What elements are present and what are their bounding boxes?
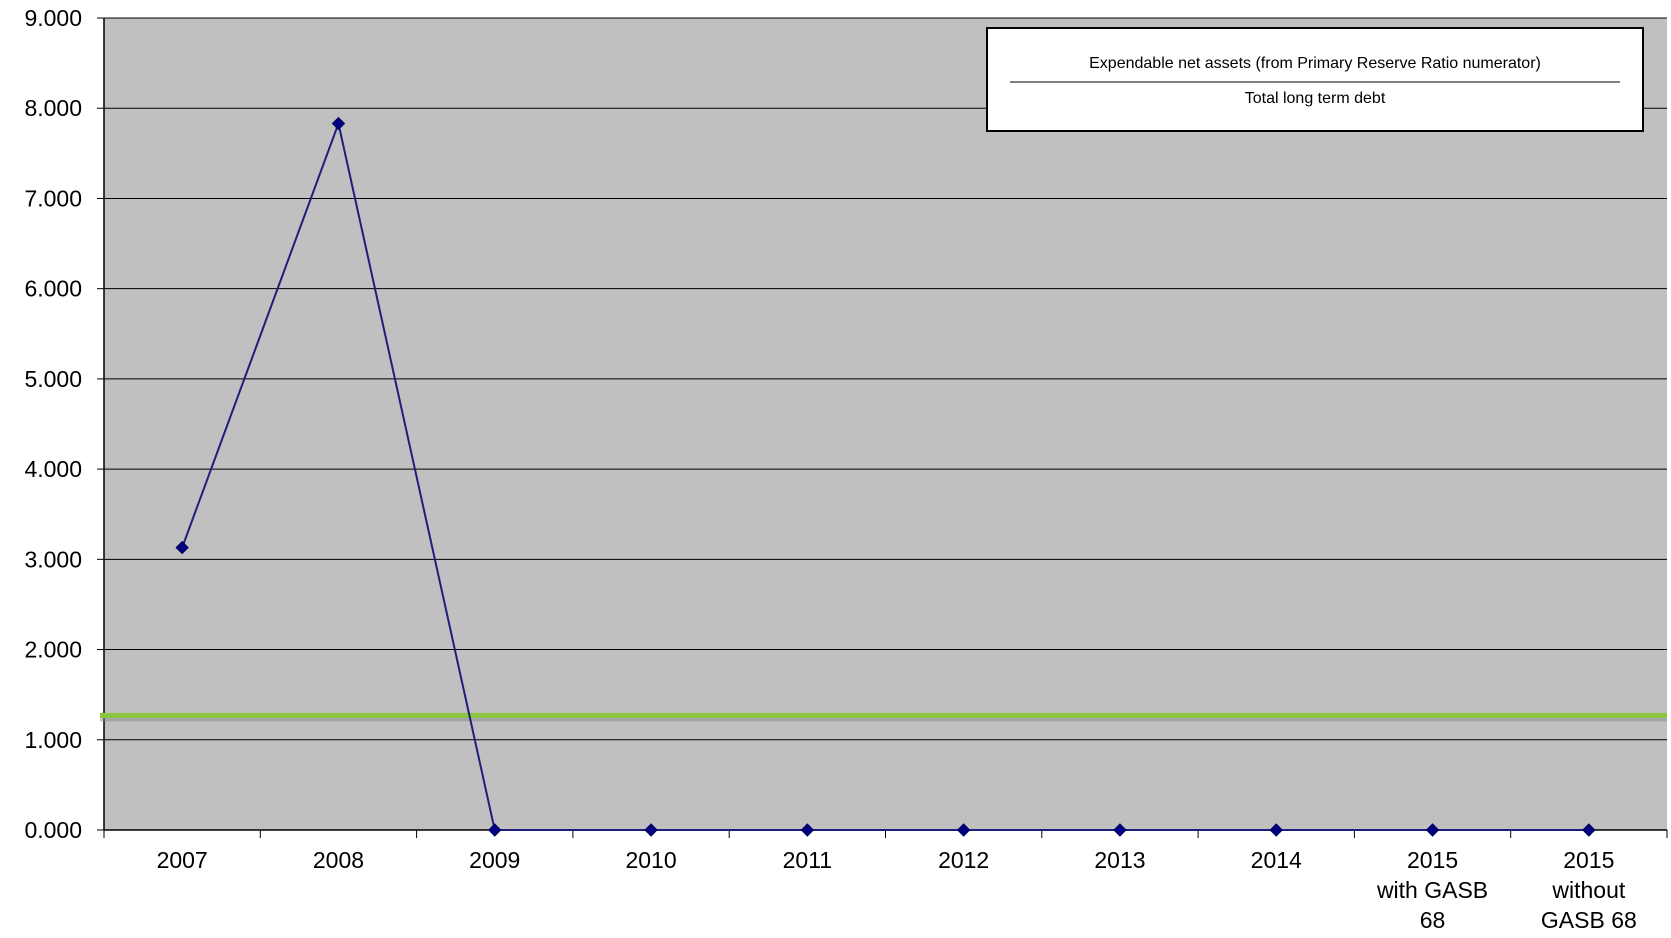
x-tick-label-line: 2014 (1251, 847, 1302, 873)
formula-numerator: Expendable net assets (from Primary Rese… (1089, 55, 1541, 72)
y-tick-label: 8.000 (24, 95, 82, 121)
data-point (1113, 823, 1127, 837)
x-tick-label: 2014 (1251, 847, 1302, 873)
x-tick-label: 2008 (313, 847, 364, 873)
x-tick-label-line: with GASB (1376, 877, 1488, 903)
x-tick-label-line: 2008 (313, 847, 364, 873)
y-tick-label: 3.000 (24, 546, 82, 572)
x-tick-label: 2011 (783, 847, 832, 873)
data-point (1425, 823, 1440, 837)
y-tick-label: 9.000 (24, 5, 82, 31)
x-tick-label-line: 2015 (1563, 847, 1614, 873)
data-point (956, 823, 971, 837)
series-group (175, 116, 1596, 837)
formula-box-frame (986, 27, 1644, 132)
data-point (488, 823, 502, 837)
x-tick-label: 2009 (469, 847, 520, 873)
formula-denominator: Total long term debt (1245, 90, 1386, 107)
y-tick-label: 1.000 (24, 727, 82, 753)
gridlines (104, 17, 1667, 831)
x-tick-label-line: 68 (1420, 907, 1446, 933)
x-tick-label-line: 2013 (1094, 847, 1145, 873)
x-tick-label-line: 2015 (1407, 847, 1458, 873)
x-tick-label-line: 2010 (625, 847, 676, 873)
y-axis: 0.000 1.000 2.000 3.000 4.000 5.000 6.000 7.000… (24, 5, 105, 843)
x-tick-label-line: 2011 (783, 847, 832, 873)
data-point (644, 823, 658, 837)
x-tick-label-line: 2007 (157, 847, 208, 873)
y-tick-label: 4.000 (24, 456, 82, 482)
x-tick-label-line: GASB 68 (1541, 907, 1637, 933)
formula-box: Expendable net assets (from Primary Rese… (986, 27, 1644, 132)
y-tick-label: 7.000 (24, 185, 82, 211)
x-tick-label-line: without (1551, 877, 1625, 903)
x-tick-label-line: 2009 (469, 847, 520, 873)
plot-area (104, 18, 1667, 830)
x-tick-label: 2015 without GASB 68 (1541, 847, 1637, 933)
data-point (1582, 823, 1596, 837)
y-tick-label: 6.000 (24, 276, 82, 302)
data-point (175, 540, 189, 555)
x-tick-label: 2013 (1094, 847, 1145, 873)
data-point (1269, 823, 1283, 837)
x-tick-label: 2010 (625, 847, 676, 873)
y-tick-label: 5.000 (24, 366, 82, 392)
x-tick-label: 2012 (938, 847, 989, 873)
data-point (331, 116, 346, 131)
x-tick-label-line: 2012 (938, 847, 989, 873)
series-line (181, 120, 1589, 831)
x-tick-label: 2007 (157, 847, 208, 873)
data-point (800, 823, 815, 837)
x-axis: 2007 2008 2009 2010 2011 2012 2013 2014 2015 with… (103, 829, 1668, 933)
y-tick-label: 0.000 (24, 817, 82, 843)
reference-line-group (100, 712, 1667, 722)
x-tick-label: 2015 with GASB 68 (1376, 847, 1488, 933)
y-tick-label: 2.000 (24, 637, 82, 663)
